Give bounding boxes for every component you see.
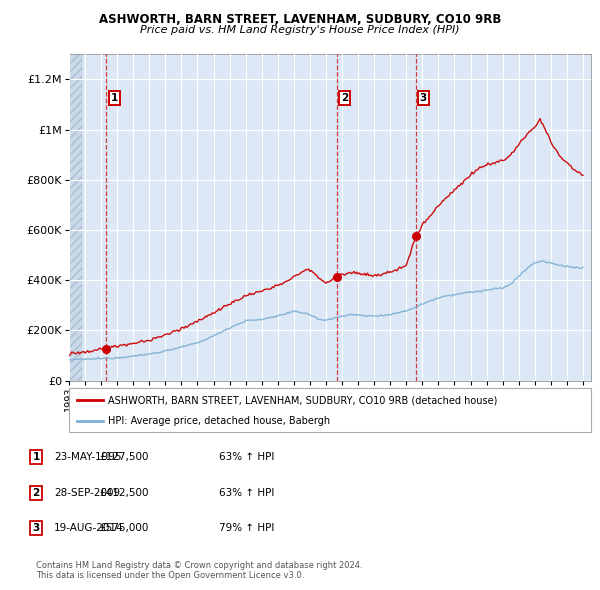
Text: 79% ↑ HPI: 79% ↑ HPI bbox=[219, 523, 274, 533]
Text: £127,500: £127,500 bbox=[99, 453, 149, 462]
Text: This data is licensed under the Open Government Licence v3.0.: This data is licensed under the Open Gov… bbox=[36, 571, 304, 579]
FancyBboxPatch shape bbox=[69, 388, 591, 432]
Text: 2: 2 bbox=[32, 488, 40, 497]
Text: £575,000: £575,000 bbox=[99, 523, 148, 533]
Text: 3: 3 bbox=[419, 93, 427, 103]
Text: 63% ↑ HPI: 63% ↑ HPI bbox=[219, 488, 274, 497]
Text: 3: 3 bbox=[32, 523, 40, 533]
Text: 63% ↑ HPI: 63% ↑ HPI bbox=[219, 453, 274, 462]
Text: Contains HM Land Registry data © Crown copyright and database right 2024.: Contains HM Land Registry data © Crown c… bbox=[36, 560, 362, 569]
Text: HPI: Average price, detached house, Babergh: HPI: Average price, detached house, Babe… bbox=[108, 416, 330, 426]
Text: £412,500: £412,500 bbox=[99, 488, 149, 497]
Text: ASHWORTH, BARN STREET, LAVENHAM, SUDBURY, CO10 9RB: ASHWORTH, BARN STREET, LAVENHAM, SUDBURY… bbox=[99, 13, 501, 26]
Text: 1: 1 bbox=[32, 453, 40, 462]
Text: 1: 1 bbox=[110, 93, 118, 103]
Text: 19-AUG-2014: 19-AUG-2014 bbox=[54, 523, 124, 533]
Text: 2: 2 bbox=[341, 93, 348, 103]
Text: 28-SEP-2009: 28-SEP-2009 bbox=[54, 488, 120, 497]
Text: Price paid vs. HM Land Registry's House Price Index (HPI): Price paid vs. HM Land Registry's House … bbox=[140, 25, 460, 35]
Text: ASHWORTH, BARN STREET, LAVENHAM, SUDBURY, CO10 9RB (detached house): ASHWORTH, BARN STREET, LAVENHAM, SUDBURY… bbox=[108, 395, 497, 405]
Bar bbox=[69, 54, 82, 381]
Text: 23-MAY-1995: 23-MAY-1995 bbox=[54, 453, 121, 462]
